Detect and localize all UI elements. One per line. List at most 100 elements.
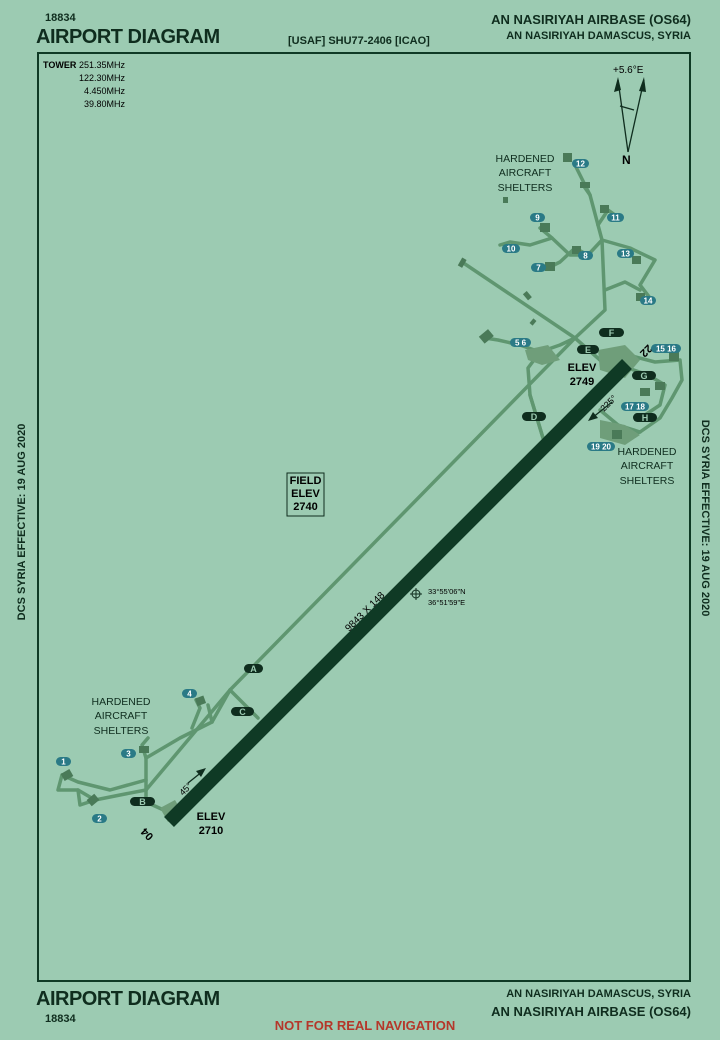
shelter-label-line: SHELTERS <box>620 475 675 487</box>
shelter-label-line: AIRCRAFT <box>499 167 552 179</box>
shelter-label-line: SHELTERS <box>498 182 553 194</box>
magnetic-variation: +5.6°E <box>613 65 644 76</box>
shelter <box>580 182 590 188</box>
parking-spot-label: 12 <box>576 160 585 169</box>
parking-spot-label: 19 20 <box>591 443 612 452</box>
parking-spot-label: 3 <box>126 750 131 759</box>
taxiway-e: E <box>585 345 591 355</box>
parking-spot-label: 14 <box>644 297 653 306</box>
field-elevation-line: ELEV <box>291 488 320 500</box>
taxiway-g: G <box>640 371 647 381</box>
tower-frequencies: TOWER 251.35MHz 122.30MHz 4.450MHz 39.80… <box>43 60 126 109</box>
shelter-label-line: AIRCRAFT <box>95 710 148 722</box>
parking-spot-label: 2 <box>97 815 102 824</box>
runway-22-end: 22 225° ELEV 2749 <box>568 342 654 421</box>
taxiway-label-d: D <box>522 412 546 422</box>
shelter <box>503 197 508 203</box>
field-elevation-box: FIELD ELEV 2740 <box>286 472 325 517</box>
true-north-arrowhead <box>614 77 621 92</box>
taxiway-label-a: A <box>244 664 263 674</box>
tower-frequency: 122.30MHz <box>79 73 126 83</box>
aircraft-shelters <box>60 153 679 807</box>
parking-spot: 12 <box>572 159 589 169</box>
runway-22-elevation: 2749 <box>570 376 594 388</box>
true-north-line <box>617 79 629 153</box>
shelter <box>540 223 550 232</box>
taxiway-label-c: C <box>231 707 254 717</box>
taxiway-a: A <box>250 664 257 674</box>
chart-id: 18834 <box>45 12 76 24</box>
parking-spot: 14 <box>640 296 656 306</box>
arrow-bar <box>619 105 635 111</box>
shelter-label-southwest: HARDENED AIRCRAFT SHELTERS <box>92 696 151 737</box>
north-taxiway <box>460 260 577 340</box>
parking-spot-label: 7 <box>536 264 541 273</box>
runway-04-elev-label: ELEV <box>197 811 226 823</box>
taxiway-b: B <box>139 797 146 807</box>
shelter-label-line: HARDENED <box>92 696 151 708</box>
runway-04-number: 04 <box>138 825 156 843</box>
field-elevation-value: 2740 <box>293 501 317 513</box>
parking-spot: 8 <box>578 251 593 261</box>
effective-date-right: DCS SYRIA EFFECTIVE: 19 AUG 2020 <box>699 419 711 617</box>
parking-spot-label: 5 6 <box>515 339 527 348</box>
parking-spot-label: 15 16 <box>656 345 677 354</box>
apron-pad-west <box>525 345 560 365</box>
shelter <box>655 382 665 390</box>
north-taxiway <box>603 280 642 292</box>
sw-shelter-taxiway <box>140 736 150 760</box>
shelter <box>636 293 645 301</box>
parking-spot-label: 9 <box>535 214 540 223</box>
field-elevation-line: FIELD <box>290 475 322 487</box>
sw-shelter-taxiway <box>144 688 232 792</box>
shelter-labels: HARDENED AIRCRAFT SHELTERS HARDENED AIRC… <box>92 153 677 737</box>
parking-spot: 3 <box>121 749 136 759</box>
sw-shelter-taxiway <box>206 703 214 724</box>
parking-spot: 11 <box>607 213 624 223</box>
effective-date-left: DCS SYRIA EFFECTIVE: 19 AUG 2020 <box>16 423 28 621</box>
procedure-reference: [USAF] SHU77-2406 [ICAO] <box>288 35 430 47</box>
taxiway-label-h: H <box>633 413 657 423</box>
taxiway-label-g: G <box>632 371 656 381</box>
airport-name: AN NASIRIYAH AIRBASE (OS64) <box>491 12 691 27</box>
arp-longitude: 36°51'59"E <box>428 598 465 607</box>
parking-spot: 7 <box>531 263 546 273</box>
field-elevation-frame <box>286 472 325 517</box>
airport-city: AN NASIRIYAH DAMASCUS, SYRIA <box>506 30 691 42</box>
runway-22-heading-arrowhead <box>588 412 598 421</box>
parking-spot: 13 <box>617 249 634 259</box>
taxiway-label-f: F <box>599 328 624 338</box>
footer-airport-city: AN NASIRIYAH DAMASCUS, SYRIA <box>506 988 691 1000</box>
shelter <box>572 246 581 254</box>
parking-spots: 1 2 3 4 5 6 7 8 9 10 11 12 13 14 15 16 1… <box>56 159 681 824</box>
parking-spot-label: 17 18 <box>625 403 646 412</box>
chart-title: AIRPORT DIAGRAM <box>36 26 220 48</box>
parking-spot: 17 18 <box>621 402 649 412</box>
parking-spot: 9 <box>530 213 545 223</box>
parking-spot: 10 <box>502 244 520 254</box>
runway-04-elevation: 2710 <box>199 825 223 837</box>
taxiway-label-b: B <box>130 797 155 807</box>
north-taxiway <box>600 238 657 300</box>
shelter <box>194 695 207 707</box>
north-label: N <box>622 153 631 167</box>
shelter <box>545 262 555 271</box>
north-taxiway <box>498 236 554 247</box>
magnetic-north-line <box>627 79 645 153</box>
shelter <box>529 318 537 326</box>
runway-22-elev-label: ELEV <box>568 362 597 374</box>
footer-airport-name: AN NASIRIYAH AIRBASE (OS64) <box>491 1004 691 1019</box>
tower-frequency: 251.35MHz <box>79 60 126 70</box>
arp-latitude: 33°55'06"N <box>428 587 466 596</box>
shelter <box>522 291 532 301</box>
taxiway-label-e: E <box>577 345 599 355</box>
shelter <box>600 205 609 213</box>
parking-spot-label: 4 <box>187 690 192 699</box>
tower-frequency: 4.450MHz <box>84 86 126 96</box>
parking-spot: 4 <box>182 689 197 699</box>
navigation-warning: NOT FOR REAL NAVIGATION <box>274 1018 456 1033</box>
taxiway-f: F <box>609 328 615 338</box>
east-shelter-taxiway <box>618 353 684 440</box>
parking-spot: 1 <box>56 757 71 767</box>
parking-spot-label: 8 <box>583 252 588 261</box>
